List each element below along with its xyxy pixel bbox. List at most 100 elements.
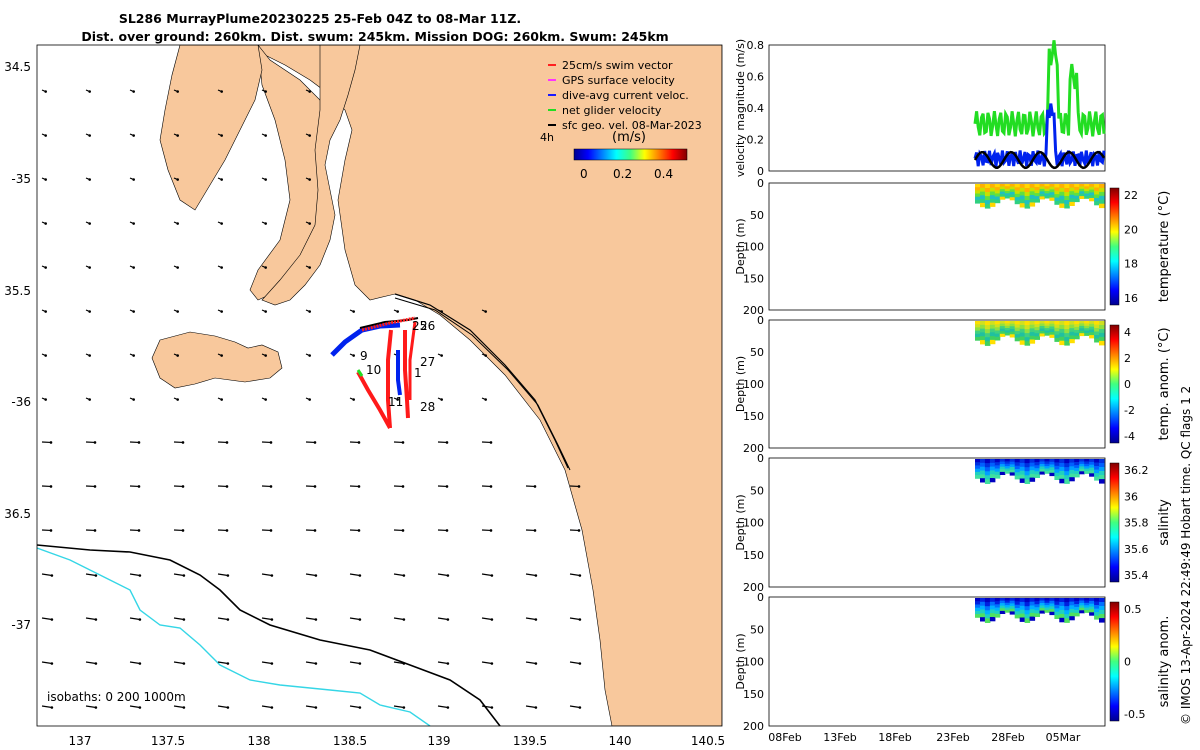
heatmap-cell: [1049, 329, 1055, 333]
heatmap-cell: [984, 602, 991, 607]
heatmap-cell: [1079, 468, 1085, 472]
heatmap-cell: [1024, 341, 1031, 346]
colorbar-tick: 35.8: [1124, 517, 1149, 530]
current-vector-head: [490, 706, 494, 709]
heatmap-cell: [1039, 321, 1045, 324]
current-vector-head: [182, 662, 186, 665]
heatmap-cell: [1039, 605, 1045, 609]
day-labels: 25 26 27 1 28 9 10 11: [360, 319, 435, 414]
heatmap-cell: [1044, 184, 1050, 187]
heatmap-cell: [1059, 332, 1065, 338]
heatmap-cell: [1049, 609, 1055, 613]
heatmap-cell: [1014, 472, 1021, 477]
current-vector: [85, 617, 96, 621]
heatmap-cell: [1044, 468, 1050, 472]
current-vector-head: [176, 90, 179, 93]
panel-y-tick: 200: [743, 581, 764, 594]
heatmap-cell: [1094, 338, 1100, 343]
current-vector-head: [132, 178, 135, 181]
heatmap-cell: [1054, 465, 1060, 470]
heatmap-cell: [1029, 328, 1036, 333]
panel-y-tick: 100: [743, 517, 764, 530]
heatmap-cell: [1059, 199, 1065, 204]
heatmap-cell: [1034, 199, 1040, 203]
panel-frame: [768, 182, 1106, 311]
current-vector: [41, 705, 52, 709]
heatmap-cell: [1084, 328, 1090, 332]
heatmap-cell: [1084, 191, 1090, 194]
heatmap-cell: [980, 601, 986, 607]
map-y-tick: 34.5: [4, 60, 31, 74]
heatmap-cell: [1094, 598, 1100, 602]
heatmap-cell: [1034, 184, 1040, 188]
heatmap-cell: [1074, 184, 1080, 188]
heatmap-cell: [999, 184, 1006, 187]
map-x-tick: 139: [428, 734, 451, 748]
heatmap-cell: [1044, 188, 1050, 192]
current-vector-head: [577, 485, 581, 488]
current-vector-head: [534, 618, 538, 621]
heatmap-cell: [1034, 187, 1040, 191]
colorbar-tick: 16: [1124, 292, 1138, 305]
current-vector-head: [220, 178, 223, 181]
heatmap-cell: [989, 478, 996, 483]
current-vector: [349, 661, 360, 665]
heatmap-cell: [984, 192, 991, 197]
current-vector-head: [264, 310, 267, 313]
heatmap-cell: [1059, 613, 1065, 619]
heatmap-cell: [1074, 609, 1080, 614]
heatmap-cell: [1004, 459, 1011, 462]
heatmap-cell: [1084, 459, 1090, 462]
heatmap-cell: [1059, 328, 1065, 334]
panel-x-tick: 18Feb: [878, 731, 911, 744]
current-vector-head: [88, 134, 91, 137]
glider-track: [330, 316, 419, 429]
heatmap-cell: [999, 605, 1006, 609]
map-y-tick: 35.5: [4, 284, 31, 298]
heatmap-cell: [1034, 471, 1040, 475]
heatmap-cell: [1044, 466, 1050, 469]
heatmap-cell: [975, 459, 981, 463]
heatmap-cell: [1094, 605, 1100, 609]
heatmap-cell: [1084, 466, 1090, 470]
current-vector-head: [181, 441, 185, 444]
panel-y-tick: 50: [750, 484, 764, 497]
current-vector-head: [490, 574, 494, 577]
heatmap-cell: [1014, 608, 1021, 612]
heatmap-cell: [1059, 602, 1065, 607]
heatmap-cell: [1024, 196, 1031, 201]
current-vectors: [41, 89, 582, 709]
heatmap-cell: [1014, 187, 1021, 192]
speed-colorbar: [573, 148, 688, 161]
current-vector-head: [44, 398, 47, 401]
heatmap-cell: [1094, 462, 1100, 467]
heatmap-cell: [1079, 463, 1085, 467]
heatmap-cell: [1039, 196, 1045, 200]
heatmap-cell: [1029, 339, 1036, 344]
heatmap-cell: [1039, 469, 1045, 473]
heatmap-cell: [1059, 195, 1065, 201]
heatmap-cell: [1084, 463, 1090, 467]
map-x-tick: 140: [609, 734, 632, 748]
heatmap-cell: [1099, 321, 1105, 326]
heatmap-cell: [1064, 602, 1070, 607]
panel-colorbar: [1109, 324, 1120, 444]
heatmap-cell: [1059, 474, 1065, 480]
heatmap-cell: [1044, 602, 1050, 606]
current-vector-head: [220, 354, 223, 357]
current-vector: [41, 617, 52, 621]
panel-y-tick: 150: [743, 688, 764, 701]
heatmap-cell: [1034, 462, 1040, 466]
heatmap-cell: [989, 195, 996, 200]
heatmap-cell: [1004, 330, 1011, 334]
heatmap-cell: [1079, 459, 1085, 462]
heatmap-cell: [1074, 192, 1080, 197]
heatmap-cell: [989, 339, 996, 345]
current-vector-head: [88, 222, 91, 225]
heatmap-cell: [999, 459, 1006, 463]
heatmap-cell: [1069, 608, 1075, 613]
map-axis-ticks: 137 137.5 138 138.5 139 139.5 140 140.5 34.5 -35 3…: [4, 60, 725, 748]
heatmap-cell: [1009, 606, 1016, 610]
